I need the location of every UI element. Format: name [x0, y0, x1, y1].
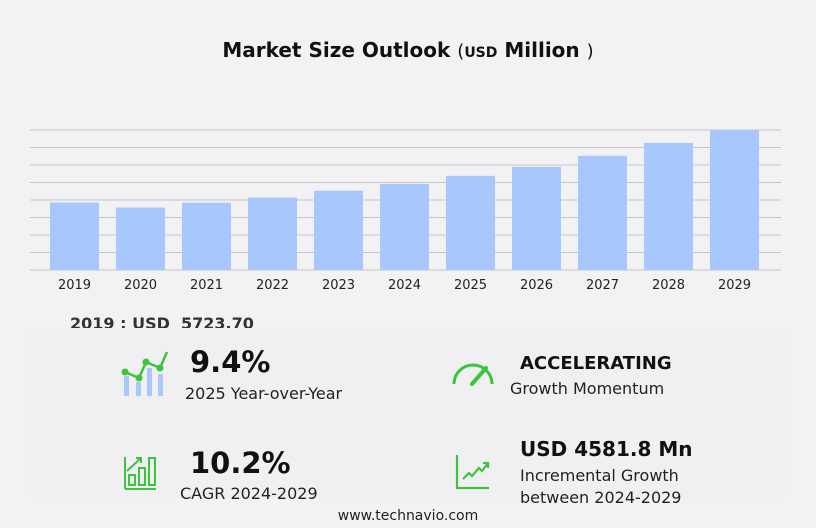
yoy-label: 2025 Year-over-Year	[185, 384, 343, 403]
bar-2027	[578, 155, 627, 270]
bar-2024	[380, 183, 429, 270]
bar-2019	[50, 202, 99, 270]
bar-growth-icon	[124, 457, 156, 490]
incremental-period: between 2024-2029	[520, 488, 682, 507]
cagr-value: 10.2%	[190, 446, 291, 480]
chart-title: Market Size Outlook (USD Million )	[0, 38, 816, 62]
bar-2025	[446, 175, 495, 270]
cagr-label: CAGR 2024-2029	[180, 484, 318, 503]
x-tick-label: 2020	[124, 278, 157, 293]
speedometer-icon	[452, 363, 494, 386]
bar-2029	[710, 130, 759, 270]
bar-chart: 2019 2020 2021 2022 2023 2024 2025 2026 2027 2028…	[30, 129, 781, 293]
bar-2021	[182, 202, 231, 270]
x-tick-label: 2027	[586, 278, 619, 293]
yoy-value: 9.4%	[190, 345, 271, 379]
x-tick-label: 2028	[652, 278, 685, 293]
growth-chart-icon	[121, 351, 169, 396]
x-tick-label: 2029	[718, 278, 751, 293]
bar-2022	[248, 197, 297, 270]
trend-line-icon	[455, 455, 490, 490]
footer-url[interactable]: www.technavio.com	[337, 508, 479, 524]
x-tick-label: 2023	[322, 278, 355, 293]
x-tick-label: 2019	[58, 278, 91, 293]
x-tick-label: 2024	[388, 278, 421, 293]
x-tick-label: 2022	[256, 278, 289, 293]
title-unit-word: Million	[504, 38, 580, 62]
bar-2028	[644, 142, 693, 270]
bar-2023	[314, 190, 363, 270]
title-paren-close: )	[586, 41, 594, 62]
x-tick-label: 2026	[520, 278, 553, 293]
title-paren-open: (	[457, 41, 465, 62]
title-unit: USD	[464, 45, 498, 61]
momentum-label: Growth Momentum	[510, 379, 665, 398]
incremental-value: USD 4581.8 Mn	[520, 437, 693, 461]
x-tick-label: 2021	[190, 278, 223, 293]
bar-2020	[116, 207, 165, 270]
x-tick-label: 2025	[454, 278, 487, 293]
bar-2026	[512, 166, 561, 270]
momentum-value: ACCELERATING	[520, 353, 672, 374]
incremental-label: Incremental Growth	[520, 466, 679, 485]
title-text: Market Size Outlook	[222, 38, 451, 62]
